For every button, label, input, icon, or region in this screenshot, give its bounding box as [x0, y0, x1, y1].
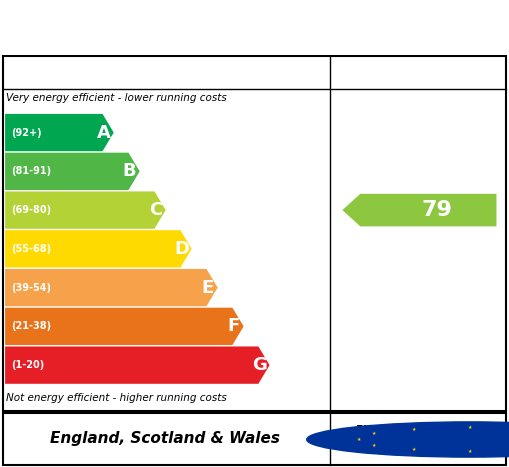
Text: B: B	[123, 163, 136, 180]
Text: (92+): (92+)	[11, 127, 42, 138]
Text: (81-91): (81-91)	[11, 166, 51, 177]
Polygon shape	[5, 191, 165, 229]
Text: ★: ★	[412, 427, 416, 432]
Text: ★: ★	[467, 449, 472, 454]
Text: ★: ★	[412, 447, 416, 453]
Text: (39-54): (39-54)	[11, 283, 51, 293]
Text: Very energy efficient - lower running costs: Very energy efficient - lower running co…	[6, 93, 227, 103]
Text: D: D	[174, 240, 189, 258]
Text: ★: ★	[372, 431, 376, 436]
Text: F: F	[228, 318, 240, 335]
Polygon shape	[5, 269, 218, 306]
Text: England, Scotland & Wales: England, Scotland & Wales	[50, 431, 280, 446]
Text: G: G	[252, 356, 267, 374]
Polygon shape	[5, 230, 192, 268]
Text: A: A	[97, 124, 110, 142]
Text: ★: ★	[467, 425, 472, 430]
Text: Energy Efficiency Rating: Energy Efficiency Rating	[15, 15, 341, 40]
Text: (1-20): (1-20)	[11, 360, 44, 370]
Text: 79: 79	[422, 200, 453, 220]
Text: C: C	[149, 201, 162, 219]
Text: (21-38): (21-38)	[11, 321, 51, 332]
Polygon shape	[343, 194, 496, 226]
Text: 2002/91/EC: 2002/91/EC	[360, 443, 426, 453]
Polygon shape	[5, 114, 114, 151]
Polygon shape	[5, 347, 270, 384]
Text: (55-68): (55-68)	[11, 244, 51, 254]
Circle shape	[307, 422, 509, 457]
Polygon shape	[5, 153, 139, 190]
Text: E: E	[202, 279, 214, 297]
Text: (69-80): (69-80)	[11, 205, 51, 215]
Polygon shape	[5, 308, 244, 345]
Text: EU Directive: EU Directive	[356, 425, 429, 435]
Text: Not energy efficient - higher running costs: Not energy efficient - higher running co…	[6, 393, 227, 403]
Text: ★: ★	[372, 443, 376, 448]
Text: ★: ★	[357, 437, 361, 442]
